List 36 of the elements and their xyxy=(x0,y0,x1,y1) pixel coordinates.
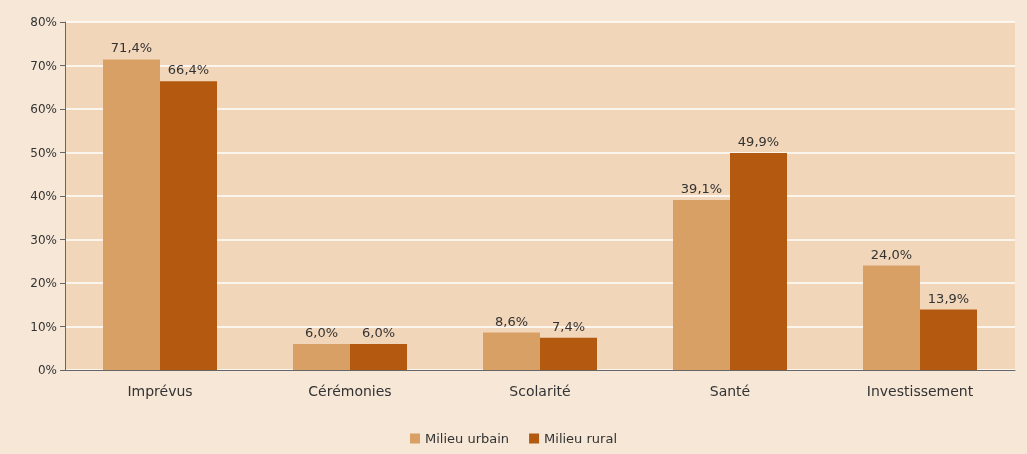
y-tick-label: 50% xyxy=(30,145,57,160)
data-label: 71,4% xyxy=(110,40,153,56)
legend-label: Milieu rural xyxy=(544,431,618,446)
y-tick-label: 80% xyxy=(30,15,57,29)
x-tick-label: Scolarité xyxy=(509,383,571,399)
data-label: 39,1% xyxy=(680,180,723,196)
data-label: 7,4% xyxy=(551,318,586,334)
data-label: 6,0% xyxy=(361,324,396,340)
data-label: 66,4% xyxy=(167,62,210,78)
x-tick-label: Cérémonies xyxy=(308,383,392,399)
data-label: 8,6% xyxy=(494,313,529,329)
y-tick-label: 10% xyxy=(30,319,57,334)
bar xyxy=(160,81,217,370)
y-tick-label: 60% xyxy=(30,102,57,116)
bar xyxy=(920,309,977,370)
x-tick-label: Santé xyxy=(709,383,751,399)
bar xyxy=(103,59,160,370)
data-label: 49,9% xyxy=(737,133,780,149)
bar xyxy=(673,199,730,370)
bar xyxy=(350,343,407,370)
y-tick-label: 40% xyxy=(30,189,57,203)
data-label: 6,0% xyxy=(304,324,339,340)
bar xyxy=(730,152,787,370)
bar xyxy=(293,343,350,370)
y-tick-label: 0% xyxy=(37,363,57,377)
y-tick-label: 20% xyxy=(30,276,57,290)
legend-label: Milieu urbain xyxy=(425,431,510,446)
x-tick-label: Investissement xyxy=(866,383,974,399)
data-label: 24,0% xyxy=(870,246,913,262)
y-tick-label: 30% xyxy=(30,232,57,247)
bar xyxy=(540,337,597,370)
data-label: 13,9% xyxy=(927,290,970,306)
x-tick-label: Imprévus xyxy=(127,383,193,399)
bar xyxy=(483,332,540,370)
y-tick-label: 70% xyxy=(30,58,57,73)
bar xyxy=(863,265,920,370)
